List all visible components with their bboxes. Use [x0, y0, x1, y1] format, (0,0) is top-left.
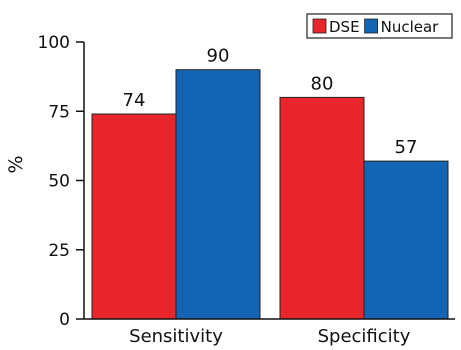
legend-swatch-nuclear: [364, 18, 379, 34]
legend: DSE Nuclear: [306, 13, 453, 39]
y-tick-label: 50: [48, 172, 70, 192]
bar-dse-sensitivity: [91, 113, 177, 320]
legend-swatch-dse: [312, 18, 327, 34]
x-tick-label: Specificity: [318, 326, 411, 347]
y-tick-label: 25: [48, 241, 70, 261]
data-label: 57: [395, 137, 418, 158]
y-axis-title: %: [5, 155, 27, 173]
y-tick-label: 0: [59, 310, 70, 330]
y-tick-label: 100: [38, 33, 70, 53]
y-tick-label: 75: [48, 102, 70, 122]
y-axis: 0 25 50 75 100: [38, 33, 85, 330]
data-label: 80: [311, 73, 334, 94]
bar-nuclear-specificity: [363, 160, 449, 320]
x-tick-label: Sensitivity: [129, 326, 223, 347]
bar-dse-specificity: [279, 96, 365, 320]
bars: 74 90 80 57: [91, 46, 449, 320]
data-label: 74: [123, 90, 146, 111]
legend-label: DSE: [329, 18, 360, 36]
legend-box: [306, 13, 453, 39]
x-axis: Sensitivity Specificity: [84, 318, 455, 347]
bar-nuclear-sensitivity: [175, 69, 261, 320]
data-label: 90: [207, 46, 230, 67]
legend-label: Nuclear: [381, 18, 440, 36]
